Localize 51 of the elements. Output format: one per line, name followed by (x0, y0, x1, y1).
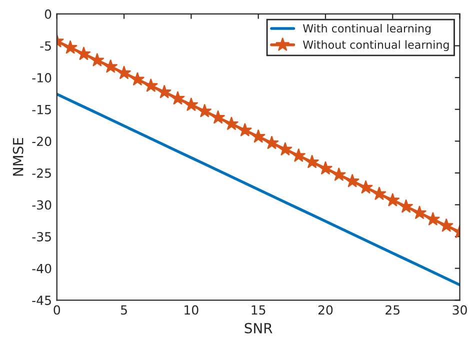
point (304, 154, 320, 168)
line-series (56, 92, 460, 286)
point (251, 129, 266, 143)
point (345, 174, 360, 188)
y-tick-label: -5 (40, 41, 51, 51)
y-tick-label: -10 (32, 73, 52, 82)
x-tick-label: 15 (252, 305, 266, 315)
point (103, 59, 118, 73)
point (264, 136, 279, 150)
legend-label: With continual learning (302, 24, 431, 35)
y-tick-label: -20 (32, 136, 52, 146)
y-tick-label: -45 (32, 296, 51, 306)
x-tick-label: 25 (386, 305, 400, 315)
point (412, 206, 427, 220)
point (398, 199, 414, 213)
x-tick-label: 20 (318, 305, 333, 315)
point (224, 116, 239, 130)
y-tick-label: -25 (32, 168, 51, 178)
point (63, 40, 78, 54)
point (332, 167, 346, 181)
y-tick-label: -40 (32, 264, 52, 274)
point (144, 78, 158, 92)
y-tick-label: -35 (32, 232, 51, 242)
point (372, 186, 386, 200)
point (439, 218, 454, 232)
point (291, 148, 306, 162)
point (210, 110, 226, 124)
point (386, 192, 400, 206)
y-tick-label: -30 (32, 200, 52, 210)
point (238, 122, 252, 136)
point (358, 180, 373, 194)
x-tick-label: 5 (121, 305, 127, 315)
point (278, 142, 292, 156)
x-tick-label: 30 (452, 305, 467, 315)
point (184, 97, 198, 112)
point (90, 52, 104, 67)
y-tick-label: -15 (32, 104, 51, 114)
point (197, 104, 212, 118)
x-axis-title: SNR (244, 322, 272, 334)
legend-label: Without continual learning (302, 40, 449, 52)
point (130, 72, 145, 86)
y-axis-title: NMSE (12, 138, 24, 176)
point (426, 212, 440, 226)
point (76, 46, 91, 60)
point (318, 161, 333, 175)
point (116, 66, 132, 80)
point (170, 91, 185, 105)
y-tick-label: 0 (44, 9, 52, 19)
x-tick-label: 0 (54, 305, 60, 315)
point (157, 84, 172, 98)
x-tick-label: 10 (184, 305, 198, 315)
